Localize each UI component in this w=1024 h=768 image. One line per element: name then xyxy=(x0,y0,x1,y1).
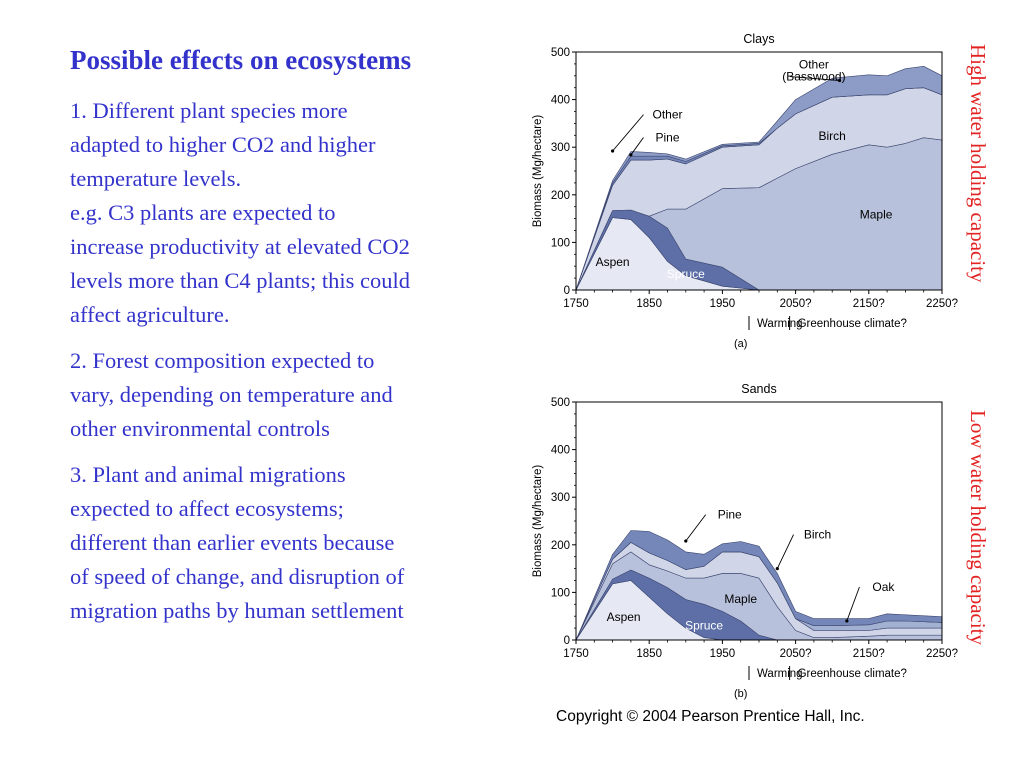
leader-dot xyxy=(629,153,633,157)
area-label: Aspen xyxy=(596,255,630,269)
paragraph-line: affect agriculture. xyxy=(70,302,230,327)
area-label: Spruce xyxy=(685,619,723,633)
area-label: Pine xyxy=(655,130,679,144)
timeline-label: Warming xyxy=(757,318,803,330)
side-label-low-water: Low water holding capacity xyxy=(966,410,990,645)
paragraph-line: of speed of change, and disruption of xyxy=(70,564,405,589)
copyright-notice: Copyright © 2004 Pearson Prentice Hall, … xyxy=(556,708,865,725)
area-label: (Basswood) xyxy=(782,70,845,84)
area-label: Pine xyxy=(718,508,742,522)
y-tick-label: 400 xyxy=(551,445,570,457)
paragraph-line: levels more than C4 plants; this could xyxy=(70,268,410,293)
x-tick-label: 2150? xyxy=(853,648,885,660)
y-tick-label: 200 xyxy=(551,540,570,552)
left-text-block: Possible effects on ecosystems 1. Differ… xyxy=(70,40,510,640)
area-label: Other xyxy=(799,58,829,72)
chart-caption: (a) xyxy=(734,338,747,350)
leader-dot xyxy=(684,539,688,543)
slide-title: Possible effects on ecosystems xyxy=(70,45,412,75)
area-label: Birch xyxy=(804,528,831,542)
paragraph-2: 2. Forest composition expected to vary, … xyxy=(70,344,510,446)
y-tick-label: 500 xyxy=(551,47,570,59)
timeline-label: Greenhouse climate? xyxy=(798,668,907,680)
leader-line xyxy=(789,76,840,82)
area-label: Maple xyxy=(860,208,893,222)
y-tick-label: 0 xyxy=(564,635,570,647)
y-axis-label: Biomass (Mg/hectare) xyxy=(532,115,544,228)
x-tick-label: 2050? xyxy=(780,648,812,660)
paragraph-line: 1. Different plant species more xyxy=(70,98,348,123)
leader-line xyxy=(612,114,644,152)
timeline-label: Warming xyxy=(757,668,803,680)
side-label-high-water: High water holding capacity xyxy=(966,44,990,283)
x-tick-label: 2250? xyxy=(926,648,958,660)
paragraph-line: 3. Plant and animal migrations xyxy=(70,462,346,487)
x-tick-label: 1750 xyxy=(563,648,589,660)
paragraph-line: e.g. C3 plants are expected to xyxy=(70,200,336,225)
paragraph-line: expected to affect ecosystems; xyxy=(70,496,344,521)
y-tick-label: 0 xyxy=(564,285,570,297)
area-label: Maple xyxy=(724,592,757,606)
y-tick-label: 500 xyxy=(551,397,570,409)
x-tick-label: 1950 xyxy=(710,648,736,660)
leader-line xyxy=(776,534,794,569)
chart-caption: (b) xyxy=(734,688,747,700)
x-tick-label: 2150? xyxy=(853,298,885,310)
paragraph-3: 3. Plant and animal migrations expected … xyxy=(70,458,510,628)
y-axis-label: Biomass (Mg/hectare) xyxy=(532,465,544,578)
paragraph-line: vary, depending on temperature and xyxy=(70,382,393,407)
x-tick-label: 2250? xyxy=(926,298,958,310)
y-tick-label: 300 xyxy=(551,492,570,504)
paragraph-line: different than earlier events because xyxy=(70,530,395,555)
paragraph-line: adapted to higher CO2 and higher xyxy=(70,132,376,157)
paragraph-line: other environmental controls xyxy=(70,416,330,441)
area-label: Aspen xyxy=(607,610,641,624)
chart-title: Clays xyxy=(743,32,774,46)
clays-biomass-chart: Clays 0 100 200 300 400 500 1750 1850 1950 2050? 21… xyxy=(532,32,958,350)
y-tick-label: 300 xyxy=(551,142,570,154)
leader-dot xyxy=(775,567,779,571)
leader-line xyxy=(846,586,860,622)
timeline-label: Greenhouse climate? xyxy=(798,318,907,330)
x-tick-label: 1850 xyxy=(636,298,662,310)
area-label: Spruce xyxy=(667,267,705,281)
leader-dot xyxy=(845,619,849,623)
leader-dot xyxy=(611,149,615,153)
y-tick-label: 400 xyxy=(551,95,570,107)
leader-dot xyxy=(837,78,842,83)
x-tick-label: 1850 xyxy=(636,648,662,660)
x-tick-label: 2050? xyxy=(780,298,812,310)
paragraph-1: 1. Different plant species more adapted … xyxy=(70,94,510,332)
paragraph-line: 2. Forest composition expected to xyxy=(70,348,375,373)
y-tick-label: 200 xyxy=(551,190,570,202)
paragraph-line: migration paths by human settlement xyxy=(70,598,404,623)
y-tick-label: 100 xyxy=(551,237,570,249)
area-label: Other xyxy=(652,108,682,122)
x-tick-label: 1950 xyxy=(710,298,736,310)
y-tick-label: 100 xyxy=(551,587,570,599)
paragraph-line: temperature levels. xyxy=(70,166,242,191)
x-tick-label: 1750 xyxy=(563,298,589,310)
leader-line xyxy=(685,514,707,542)
leader-line xyxy=(630,137,644,156)
paragraph-line: increase productivity at elevated CO2 xyxy=(70,234,410,259)
chart-title: Sands xyxy=(741,382,776,396)
area-label: Birch xyxy=(819,129,846,143)
area-label: Oak xyxy=(872,580,895,594)
sands-biomass-chart: Sands 0 100 200 300 400 500 1750 1850 1950 2050? 21… xyxy=(532,382,958,700)
